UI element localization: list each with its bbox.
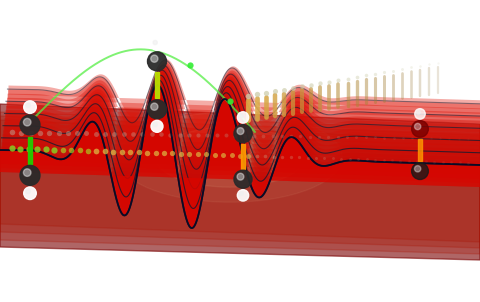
Circle shape <box>151 38 163 50</box>
Polygon shape <box>0 104 480 260</box>
Circle shape <box>153 40 157 45</box>
Circle shape <box>24 169 31 176</box>
Ellipse shape <box>186 140 274 175</box>
Polygon shape <box>0 112 480 254</box>
Circle shape <box>151 103 158 110</box>
Circle shape <box>20 115 40 135</box>
Bar <box>418 139 422 162</box>
Circle shape <box>234 170 252 188</box>
Circle shape <box>20 165 40 185</box>
Polygon shape <box>0 120 480 242</box>
Circle shape <box>417 111 420 114</box>
Circle shape <box>234 125 252 143</box>
Circle shape <box>153 122 157 127</box>
Ellipse shape <box>118 112 343 202</box>
Circle shape <box>151 55 158 62</box>
Circle shape <box>237 112 249 123</box>
Circle shape <box>415 123 421 130</box>
Polygon shape <box>0 116 480 248</box>
Circle shape <box>237 128 244 134</box>
Circle shape <box>240 114 243 118</box>
Circle shape <box>415 109 425 119</box>
Circle shape <box>412 120 428 137</box>
Circle shape <box>237 190 249 201</box>
Circle shape <box>240 192 243 196</box>
Circle shape <box>26 189 30 194</box>
Circle shape <box>26 103 30 108</box>
Bar <box>241 144 245 169</box>
Circle shape <box>415 165 421 172</box>
Circle shape <box>412 163 428 179</box>
Bar <box>28 137 32 164</box>
Circle shape <box>151 120 163 132</box>
Ellipse shape <box>155 127 305 187</box>
Circle shape <box>24 187 36 200</box>
Bar <box>155 72 159 98</box>
Circle shape <box>147 100 167 119</box>
Circle shape <box>147 52 167 71</box>
Circle shape <box>24 101 36 114</box>
Circle shape <box>24 118 31 126</box>
Circle shape <box>237 173 244 180</box>
